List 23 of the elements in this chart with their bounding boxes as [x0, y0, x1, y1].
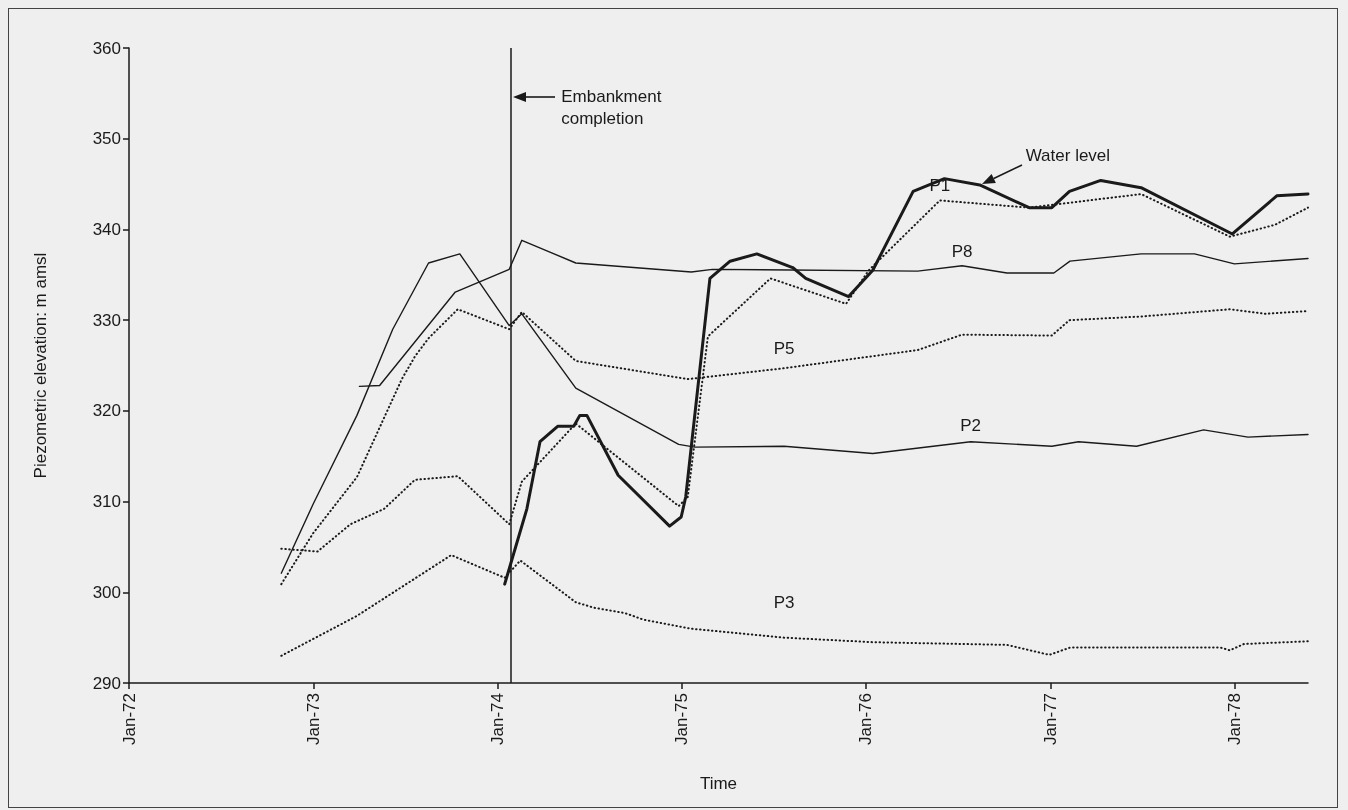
- y-tick-label: 360: [92, 38, 121, 58]
- series-label: P5: [773, 339, 795, 359]
- y-tick-label: 350: [92, 129, 121, 149]
- y-tick-label: 290: [92, 673, 121, 693]
- x-axis-title: Time: [699, 774, 738, 793]
- y-axis-title: Piezometric elevation: m amsl: [31, 252, 50, 479]
- y-tick-label: 330: [92, 310, 121, 330]
- y-tick-label: 300: [92, 582, 121, 602]
- y-tick-label: 320: [92, 401, 121, 421]
- y-tick-label: 310: [92, 492, 121, 512]
- x-tick-label: Jan-72: [119, 693, 139, 745]
- series-label: P2: [960, 415, 982, 435]
- x-tick-label: Jan-74: [488, 693, 508, 745]
- annotation: Water level: [1025, 144, 1111, 167]
- y-tick-label: 340: [92, 219, 121, 239]
- ref-line-label: Embankment completion: [561, 86, 663, 130]
- series-label: P8: [951, 241, 973, 261]
- x-tick-label: Jan-75: [672, 693, 692, 745]
- x-tick-label: Jan-77: [1040, 693, 1060, 745]
- x-tick-label: Jan-73: [304, 693, 324, 745]
- x-tick-label: Jan-78: [1224, 693, 1244, 745]
- series-label: P3: [773, 592, 795, 612]
- x-tick-label: Jan-76: [856, 693, 876, 745]
